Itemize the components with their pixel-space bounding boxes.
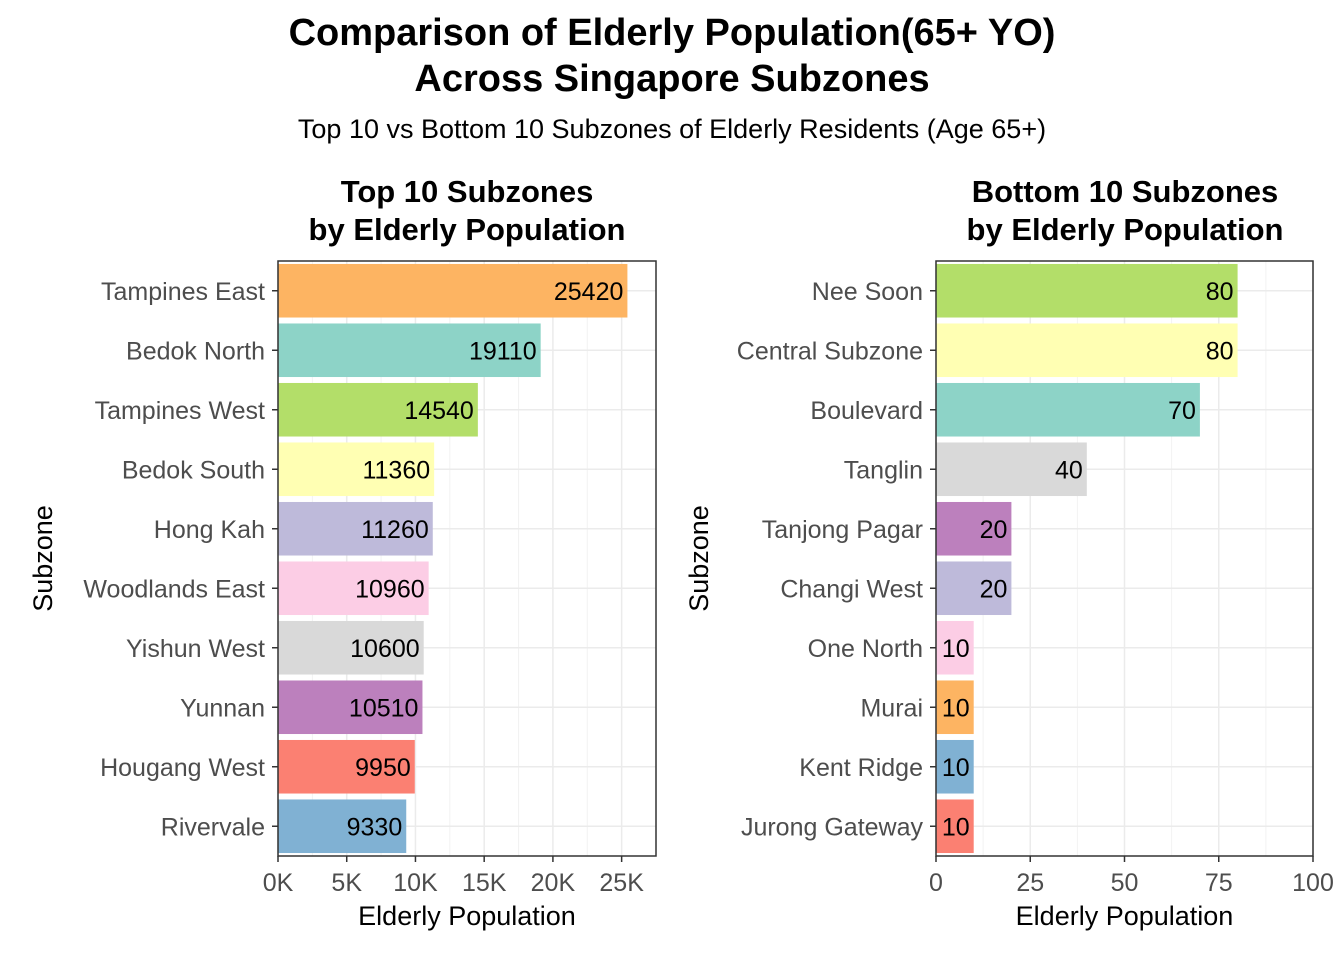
data-label: 70: [1168, 397, 1196, 425]
bar-tanglin: [936, 442, 1087, 497]
bar-rivervale: [278, 799, 407, 854]
y-axis-title: Subzone: [684, 505, 714, 612]
x-tick-label: 50: [1111, 869, 1139, 897]
panel-title-line: Top 10 Subzones: [341, 174, 594, 209]
bar-murai: [936, 680, 974, 735]
data-label: 80: [1206, 337, 1234, 365]
y-tick-label: Rivervale: [161, 813, 265, 841]
x-tick-label: 0: [929, 869, 943, 897]
x-tick-label: 75: [1205, 869, 1233, 897]
bar-bedok-south: [278, 442, 435, 497]
bar-tampines-east: [278, 263, 628, 318]
data-label: 19110: [469, 337, 537, 365]
x-tick-label: 25K: [599, 869, 644, 897]
x-tick-label: 5K: [331, 869, 362, 897]
bar-changi-west: [936, 561, 1012, 616]
data-label: 25420: [554, 278, 624, 306]
bar-boulevard: [936, 382, 1200, 437]
bar-hong-kah: [278, 501, 433, 556]
y-tick-label: Yunnan: [180, 694, 265, 722]
chart-subtitle: Top 10 vs Bottom 10 Subzones of Elderly …: [297, 114, 1047, 144]
data-label: 10960: [355, 575, 425, 603]
x-axis-title: Elderly Population: [1016, 901, 1234, 931]
bar-jurong-gateway: [936, 799, 974, 854]
y-tick-label: Hougang West: [100, 754, 265, 782]
y-tick-label: Tampines East: [101, 278, 265, 306]
y-tick-label: Nee Soon: [812, 278, 923, 306]
bar-nee-soon: [936, 263, 1238, 318]
y-tick-label: Tampines West: [95, 397, 265, 425]
data-label: 10: [942, 694, 970, 722]
y-tick-label: Central Subzone: [737, 337, 923, 365]
data-label: 9950: [355, 754, 411, 782]
y-tick-label: Tanglin: [844, 456, 923, 484]
x-axis-title: Elderly Population: [358, 901, 576, 931]
y-tick-label: Bedok South: [122, 456, 265, 484]
x-tick-label: 25: [1016, 869, 1044, 897]
data-label: 80: [1206, 278, 1234, 306]
data-label: 11360: [362, 456, 430, 484]
y-tick-label: Bedok North: [126, 337, 265, 365]
y-tick-label: Jurong Gateway: [741, 813, 924, 841]
chart-title: Comparison of Elderly Population(65+ YO)…: [0, 10, 1344, 102]
panel-title-line: Bottom 10 Subzones: [972, 174, 1279, 209]
chart-title-line-2: Across Singapore Subzones: [414, 58, 930, 100]
bar-one-north: [936, 620, 974, 675]
data-label: 11260: [361, 516, 429, 544]
data-label: 40: [1055, 456, 1083, 484]
panel-title-line: by Elderly Population: [967, 212, 1284, 247]
bar-yunnan: [278, 680, 423, 735]
data-label: 10600: [350, 635, 420, 663]
y-tick-label: Boulevard: [810, 397, 923, 425]
data-label: 20: [980, 575, 1008, 603]
data-label: 20: [980, 516, 1008, 544]
x-tick-label: 15K: [462, 869, 507, 897]
y-tick-label: Murai: [860, 694, 923, 722]
y-tick-label: Woodlands East: [83, 575, 265, 603]
y-tick-label: Changi West: [780, 575, 923, 603]
data-label: 10: [942, 754, 970, 782]
panel-title-line: by Elderly Population: [309, 212, 626, 247]
bar-woodlands-east: [278, 561, 429, 616]
y-axis-title: Subzone: [28, 505, 58, 612]
data-label: 10: [942, 813, 970, 841]
bar-bedok-north: [278, 323, 541, 378]
chart-title-line-1: Comparison of Elderly Population(65+ YO): [288, 12, 1056, 54]
y-tick-label: Kent Ridge: [799, 754, 923, 782]
data-label: 10510: [349, 694, 419, 722]
bar-tanjong-pagar: [936, 501, 1012, 556]
y-tick-label: One North: [808, 635, 923, 663]
bar-central-subzone: [936, 323, 1238, 378]
y-tick-label: Hong Kah: [154, 516, 265, 544]
data-label: 14540: [404, 397, 474, 425]
y-tick-label: Tanjong Pagar: [762, 516, 923, 544]
bar-yishun-west: [278, 620, 424, 675]
y-tick-label: Yishun West: [126, 635, 265, 663]
x-tick-label: 10K: [393, 869, 438, 897]
bar-tampines-west: [278, 382, 478, 437]
bar-kent-ridge: [936, 739, 974, 794]
x-tick-label: 0K: [263, 869, 294, 897]
x-tick-label: 20K: [531, 869, 576, 897]
data-label: 9330: [347, 813, 403, 841]
bar-hougang-west: [278, 739, 415, 794]
x-tick-label: 100: [1292, 869, 1334, 897]
plot-border: [277, 260, 657, 857]
data-label: 10: [942, 635, 970, 663]
